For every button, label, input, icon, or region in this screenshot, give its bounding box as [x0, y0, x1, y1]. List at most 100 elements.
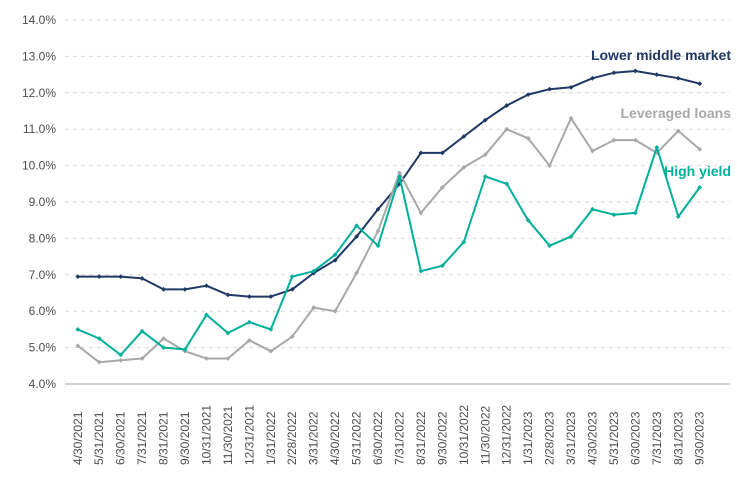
data-point-marker	[697, 81, 703, 87]
x-tick-label: 10/31/2022	[457, 405, 471, 465]
series-lower-middle-market	[75, 68, 703, 300]
series-high-yield	[75, 145, 703, 358]
data-point-marker	[354, 234, 359, 239]
x-tick-label: 5/31/2021	[92, 411, 106, 465]
data-point-marker	[311, 305, 317, 310]
data-point-marker	[611, 212, 617, 218]
data-point-marker	[439, 263, 445, 269]
data-point-marker	[139, 356, 145, 361]
data-point-marker	[311, 268, 317, 274]
x-tick-label: 7/31/2021	[135, 411, 149, 465]
x-tick-label: 9/30/2023	[693, 411, 707, 465]
data-point-marker	[246, 337, 252, 343]
data-point-marker	[461, 165, 467, 170]
x-tick-label: 11/30/2022	[478, 406, 492, 465]
series-label-high-yield: High yield	[664, 163, 731, 179]
data-point-marker	[75, 274, 81, 280]
data-point-marker	[139, 276, 145, 281]
data-point-marker	[375, 206, 381, 212]
data-point-marker	[547, 86, 552, 92]
data-point-marker	[547, 163, 552, 168]
data-point-marker	[161, 345, 166, 350]
data-point-marker	[482, 117, 488, 123]
data-point-marker	[204, 312, 209, 318]
data-point-marker	[161, 286, 166, 292]
data-point-marker	[461, 239, 467, 245]
data-point-marker	[525, 217, 531, 223]
data-point-marker	[225, 356, 231, 361]
data-point-marker	[75, 343, 81, 349]
data-point-marker	[697, 185, 703, 190]
data-point-marker	[418, 268, 424, 274]
data-point-marker	[225, 292, 231, 298]
data-point-marker	[590, 75, 595, 81]
data-point-marker	[697, 146, 703, 152]
gridlines	[65, 19, 730, 385]
data-point-marker	[182, 347, 188, 352]
data-point-marker	[654, 145, 660, 150]
data-point-marker	[246, 294, 252, 300]
y-tick-label: 5.0%	[29, 341, 57, 355]
series-line-high-yield	[76, 146, 701, 356]
data-point-marker	[289, 334, 295, 340]
data-point-marker	[225, 330, 231, 336]
data-point-marker	[611, 70, 617, 76]
data-point-marker	[439, 185, 445, 190]
y-tick-label: 4.0%	[29, 377, 57, 391]
data-point-marker	[482, 152, 488, 158]
x-tick-label: 4/30/2022	[328, 411, 342, 465]
x-tick-label: 2/28/2023	[543, 411, 557, 465]
x-tick-label: 10/31/2021	[199, 405, 213, 465]
data-point-marker	[525, 135, 531, 141]
data-point-marker	[118, 352, 124, 358]
x-tick-label: 4/30/2023	[585, 411, 599, 465]
x-tick-label: 8/31/2021	[157, 411, 171, 465]
data-point-marker	[418, 210, 424, 216]
data-point-marker	[611, 137, 617, 143]
data-point-marker	[568, 234, 574, 239]
data-point-marker	[96, 274, 102, 280]
data-point-marker	[504, 103, 510, 108]
data-point-marker	[504, 126, 510, 132]
x-tick-label: 3/31/2022	[307, 411, 321, 465]
data-point-marker	[204, 283, 209, 289]
data-point-marker	[568, 84, 574, 90]
data-point-marker	[332, 257, 338, 263]
data-point-marker	[182, 286, 188, 292]
x-tick-label: 8/31/2022	[414, 411, 428, 465]
y-tick-label: 10.0%	[22, 159, 56, 173]
data-point-marker	[675, 128, 681, 134]
data-point-marker	[482, 174, 488, 179]
x-tick-label: 1/31/2023	[521, 411, 535, 465]
x-axis-tick-labels: 4/30/2021 5/31/2021 6/30/2021 7/31/2021 8/31…	[71, 405, 707, 465]
data-point-marker	[397, 181, 402, 187]
data-point-marker	[632, 137, 638, 143]
data-point-marker	[354, 223, 359, 229]
x-tick-label: 11/30/2021	[221, 406, 235, 465]
data-point-marker	[375, 228, 381, 234]
x-tick-label: 3/31/2023	[564, 411, 578, 465]
data-point-marker	[375, 243, 381, 249]
data-point-marker	[354, 270, 359, 276]
y-tick-label: 9.0%	[29, 195, 57, 209]
data-point-marker	[204, 356, 209, 361]
y-tick-label: 14.0%	[22, 13, 56, 27]
series-line-leveraged-loans	[76, 117, 701, 364]
data-point-marker	[504, 181, 510, 187]
data-point-marker	[590, 206, 595, 212]
data-point-marker	[632, 210, 638, 216]
data-point-marker	[139, 328, 145, 334]
data-point-marker	[118, 357, 124, 363]
y-tick-label: 11.0%	[23, 122, 56, 136]
data-point-marker	[525, 92, 531, 98]
series-line-lower-middle-market	[76, 70, 701, 298]
x-tick-label: 4/30/2021	[71, 411, 85, 465]
data-point-marker	[654, 72, 660, 77]
data-point-marker	[161, 336, 166, 341]
data-point-marker	[590, 148, 595, 154]
y-axis-tick-labels: 14.0% 13.0% 12.0% 11.0% 10.0% 9.0% 8.0% 7.0% 6.0…	[22, 13, 56, 391]
x-tick-label: 7/31/2022	[392, 411, 406, 465]
data-point-marker	[268, 348, 274, 354]
